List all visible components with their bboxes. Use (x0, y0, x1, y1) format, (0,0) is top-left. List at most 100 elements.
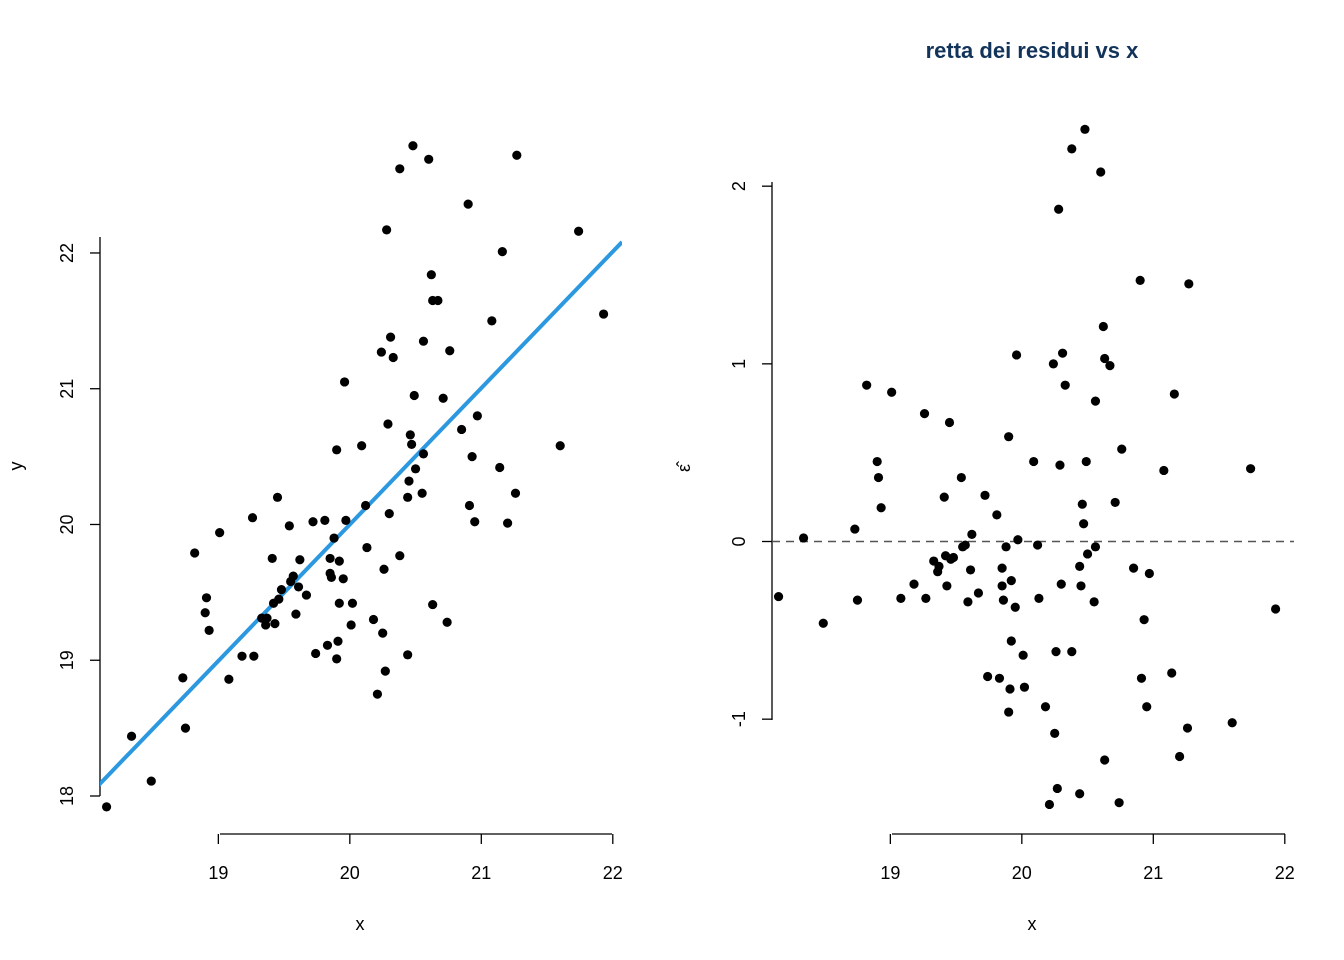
left-y-tick-label: 21 (57, 379, 77, 399)
left-data-point (247, 513, 258, 523)
right-x-tick-label: 22 (1275, 863, 1295, 883)
right-data-point (1096, 167, 1106, 177)
right-data-point (967, 529, 977, 540)
left-data-point (224, 674, 234, 684)
left-data-point (274, 594, 284, 604)
right-data-point (1159, 465, 1169, 476)
right-data-point (965, 565, 976, 575)
right-data-point (1033, 540, 1043, 550)
right-data-points (773, 124, 1281, 810)
regression-line (100, 240, 622, 787)
left-data-point (395, 164, 405, 174)
left-data-point (378, 628, 388, 638)
left-data-point (190, 548, 200, 558)
left-data-point (382, 225, 392, 235)
left-data-point (291, 609, 301, 619)
left-data-point (388, 352, 398, 363)
right-data-point (1184, 279, 1194, 289)
right-data-point (998, 595, 1009, 605)
right-data-point (876, 503, 886, 513)
right-data-point (1013, 535, 1023, 545)
right-data-point (1067, 144, 1077, 154)
right-data-point (1034, 593, 1044, 603)
right-data-point (960, 540, 970, 550)
left-data-point (272, 492, 283, 502)
left-data-point (407, 439, 417, 449)
left-data-point (201, 593, 212, 603)
left-data-point (433, 295, 443, 306)
left-x-ticks: 19 20 21 22 (208, 834, 623, 883)
left-y-ticks: 18 19 20 21 22 (57, 243, 100, 806)
right-data-point (939, 492, 949, 502)
right-data-point (1077, 499, 1087, 509)
right-data-point (850, 524, 860, 534)
right-data-point (1110, 497, 1120, 508)
left-y-tick-label: 19 (57, 650, 77, 670)
left-data-point (403, 650, 413, 660)
right-data-point (992, 510, 1002, 520)
right-data-point (983, 671, 993, 682)
left-data-point (332, 654, 342, 664)
left-data-point (329, 533, 339, 543)
right-y-tick-label: -1 (729, 711, 749, 727)
left-data-point (408, 141, 418, 151)
right-data-point (919, 408, 930, 419)
left-data-point (503, 518, 513, 528)
right-data-point (1019, 682, 1030, 692)
left-x-tick-label: 22 (603, 863, 623, 883)
right-data-point (1006, 636, 1016, 646)
right-data-point (1098, 321, 1108, 332)
left-data-point (404, 476, 414, 486)
right-data-point (1114, 798, 1124, 808)
right-data-point (1105, 361, 1115, 371)
right-data-point (1081, 456, 1091, 467)
right-data-point (1055, 460, 1065, 470)
right-data-point (997, 563, 1007, 573)
left-data-point (357, 441, 367, 451)
right-data-point (1048, 359, 1058, 369)
right-data-point (956, 472, 966, 483)
left-data-point (512, 150, 522, 160)
left-data-point (325, 553, 335, 564)
right-data-point (852, 595, 863, 605)
left-data-point (200, 608, 210, 618)
right-data-point (1169, 389, 1179, 399)
left-x-tick-label: 21 (471, 863, 491, 883)
right-data-point (1006, 575, 1016, 586)
right-x-axis-label: x (1028, 914, 1037, 934)
right-data-point (909, 579, 919, 589)
left-data-point (418, 336, 429, 346)
right-data-point (1054, 204, 1064, 214)
left-data-point (215, 528, 225, 538)
left-data-point (495, 462, 505, 473)
left-data-point (380, 666, 390, 676)
right-data-point (921, 593, 931, 603)
right-data-point (1011, 350, 1022, 360)
left-data-point (293, 582, 304, 592)
right-data-point (862, 380, 872, 390)
right-data-point (1005, 684, 1015, 694)
right-y-axis-label: ε̂ (674, 461, 694, 472)
right-data-point (1167, 668, 1177, 678)
left-data-point (333, 636, 343, 646)
left-data-point (442, 617, 452, 627)
left-data-point (383, 419, 393, 429)
left-data-point (368, 614, 379, 625)
right-y-tick-label: 2 (729, 181, 749, 191)
right-data-point (1004, 707, 1014, 717)
right-data-point (1044, 799, 1055, 810)
right-x-ticks: 19 20 21 22 (880, 834, 1295, 883)
right-data-point (1057, 348, 1068, 358)
left-data-point (372, 689, 383, 699)
right-data-point (973, 588, 984, 598)
right-data-point (1075, 561, 1085, 571)
right-x-tick-label: 20 (1012, 863, 1032, 883)
right-data-point (1079, 519, 1089, 529)
left-data-point (410, 464, 421, 474)
right-data-point (1136, 673, 1147, 683)
right-data-point (1052, 783, 1062, 794)
left-data-point (362, 542, 372, 553)
right-data-point (1018, 650, 1028, 660)
right-data-point (997, 581, 1007, 591)
left-data-point (334, 598, 344, 608)
